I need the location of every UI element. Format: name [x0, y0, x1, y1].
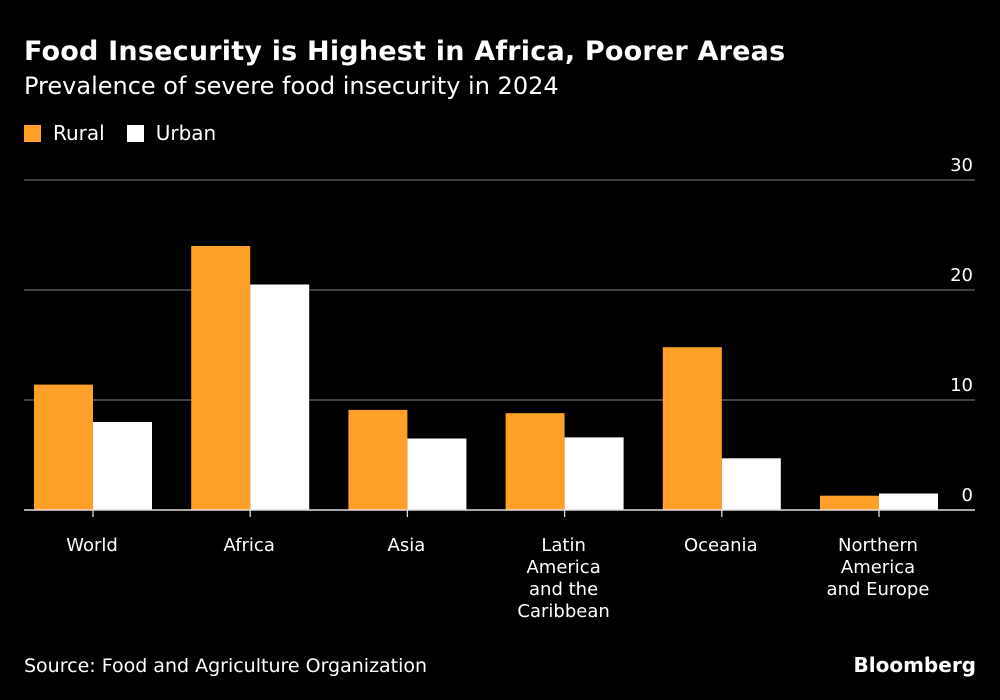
y-tick-label: 0 [962, 485, 973, 506]
x-tick-label-line: World [66, 535, 118, 556]
brand-logo: Bloomberg [853, 653, 976, 677]
bar-rural [34, 384, 93, 510]
x-tick-label: Africa [224, 535, 275, 556]
x-tick-label: Asia [388, 535, 426, 556]
source-note: Source: Food and Agriculture Organizatio… [24, 655, 428, 677]
x-tick-label-line: America [526, 557, 600, 578]
x-tick-label: World [66, 535, 118, 556]
bar-urban [564, 437, 624, 510]
y-tick-label: 30 [950, 155, 973, 176]
legend-label-rural: Rural [53, 121, 105, 145]
x-tick-label: Latin America and the Caribbean [517, 535, 609, 622]
bar-urban [721, 458, 781, 510]
bar-rural [505, 413, 565, 510]
y-tick-label: 10 [950, 375, 973, 396]
bar-urban [93, 422, 152, 510]
x-tick-label-line: Oceania [684, 535, 758, 556]
bar-rural [348, 409, 408, 510]
x-tick-label-line: Caribbean [517, 601, 609, 622]
legend-label-urban: Urban [155, 121, 217, 145]
legend: Rural Urban [24, 121, 238, 145]
x-tick-label: Oceania [684, 535, 758, 556]
x-tick-label-line: Africa [224, 535, 275, 556]
legend-item-rural: Rural [24, 121, 105, 145]
x-tick-label-line: and Europe [827, 579, 930, 600]
x-tick-label-line: Latin [541, 535, 586, 556]
bar-rural [820, 495, 879, 510]
x-tick-label-line: Northern [838, 535, 918, 556]
legend-swatch-rural [24, 124, 41, 142]
bar-urban [879, 493, 938, 510]
bar-rural [662, 347, 722, 510]
legend-swatch-urban [126, 124, 144, 142]
bar-urban [250, 284, 310, 510]
x-tick-label-line: America [841, 557, 915, 578]
chart-subtitle: Prevalence of severe food insecurity in … [24, 72, 559, 100]
x-tick-label-line: Asia [388, 535, 426, 556]
legend-item-urban: Urban [126, 121, 217, 145]
y-tick-label: 20 [950, 265, 973, 286]
x-tick-label-line: and the [529, 579, 598, 600]
chart-title: Food Insecurity is Highest in Africa, Po… [24, 36, 786, 67]
bar-urban [407, 438, 467, 510]
bar-rural [191, 246, 251, 510]
x-tick-label: Northern America and Europe [827, 535, 930, 600]
